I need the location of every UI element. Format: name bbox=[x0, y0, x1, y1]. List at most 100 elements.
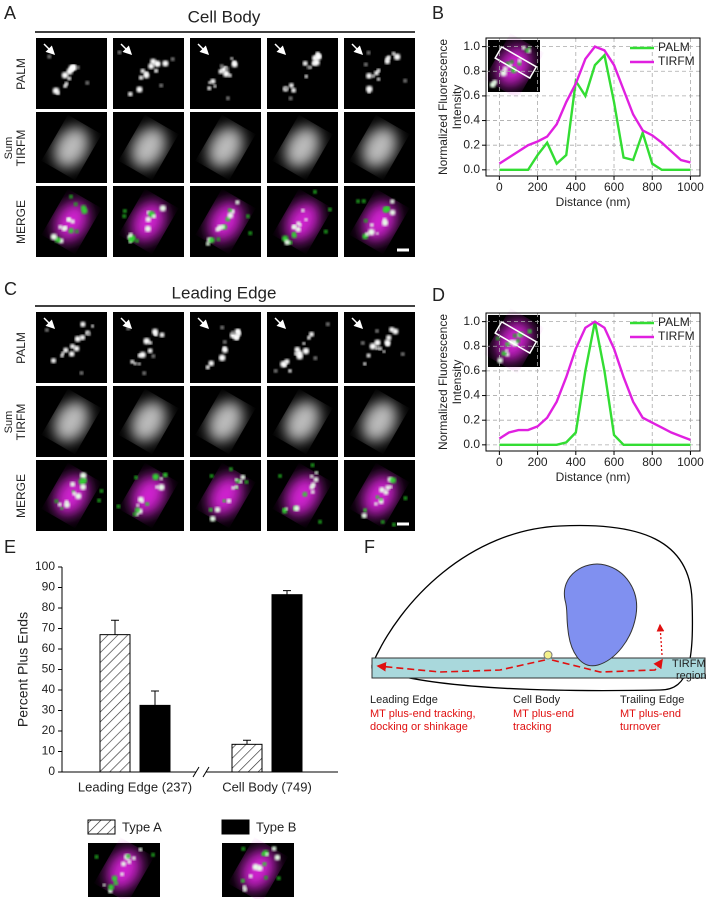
spot bbox=[310, 489, 315, 494]
axis-break bbox=[192, 766, 210, 778]
spot bbox=[68, 194, 73, 199]
y-tick-label: 0.4 bbox=[463, 388, 480, 402]
spot bbox=[151, 354, 156, 359]
spot bbox=[222, 499, 227, 503]
legend-label: TIRFM bbox=[658, 54, 695, 68]
micrograph bbox=[113, 112, 184, 183]
spot bbox=[231, 485, 236, 490]
legend-label: Type B bbox=[256, 819, 296, 834]
arrow bbox=[43, 317, 56, 330]
spot bbox=[230, 57, 234, 61]
spot bbox=[75, 65, 80, 70]
spot bbox=[219, 64, 224, 69]
spot bbox=[162, 472, 168, 478]
spot bbox=[360, 340, 365, 345]
micrograph bbox=[190, 386, 261, 457]
spot bbox=[383, 489, 389, 496]
image-bg bbox=[344, 38, 415, 109]
micrograph bbox=[113, 186, 184, 257]
x-tick-label: 800 bbox=[642, 180, 662, 194]
spot bbox=[302, 491, 308, 497]
region-title: Cell Body bbox=[513, 694, 561, 706]
spot bbox=[75, 492, 82, 500]
spot bbox=[314, 470, 319, 475]
legend-label: Type A bbox=[122, 819, 162, 834]
micrograph bbox=[190, 312, 261, 383]
legend-label: PALM bbox=[658, 315, 690, 329]
spot bbox=[295, 226, 302, 233]
y-tick-label: 1.0 bbox=[463, 314, 480, 328]
arrow bbox=[274, 317, 287, 330]
spot bbox=[391, 51, 396, 56]
x-tick-label: 0 bbox=[496, 180, 503, 194]
y-tick-label: 20 bbox=[42, 723, 56, 737]
spot bbox=[225, 96, 230, 101]
micrograph bbox=[190, 112, 261, 183]
y-tick-label: 0.2 bbox=[463, 137, 480, 151]
spot bbox=[386, 55, 391, 60]
spot bbox=[293, 505, 300, 512]
micrograph bbox=[113, 386, 184, 457]
spot bbox=[265, 852, 269, 857]
spot bbox=[288, 369, 292, 373]
micrograph bbox=[36, 460, 107, 531]
spot bbox=[376, 77, 381, 81]
spot bbox=[113, 880, 119, 886]
region-title: Trailing Edge bbox=[620, 694, 684, 706]
spot bbox=[495, 336, 500, 341]
spot bbox=[139, 351, 146, 359]
spot bbox=[309, 474, 314, 479]
spot bbox=[288, 82, 294, 89]
y-tick-label: 0.8 bbox=[463, 338, 480, 352]
spot bbox=[209, 515, 216, 522]
spot bbox=[116, 504, 121, 509]
panel-label: B bbox=[432, 3, 444, 23]
micrograph bbox=[36, 112, 107, 183]
spot bbox=[153, 331, 157, 336]
spot bbox=[80, 321, 86, 328]
spot bbox=[47, 54, 52, 59]
spot bbox=[134, 507, 140, 513]
spot bbox=[380, 519, 385, 524]
spot bbox=[308, 331, 315, 337]
y-tick-label: 60 bbox=[42, 641, 56, 655]
spot bbox=[90, 324, 95, 328]
spot bbox=[313, 476, 319, 483]
spot bbox=[296, 352, 304, 360]
spot bbox=[142, 371, 147, 376]
roi-box bbox=[494, 320, 538, 355]
spot bbox=[63, 347, 69, 353]
spot bbox=[50, 357, 57, 364]
spot bbox=[393, 53, 401, 61]
error-bar bbox=[283, 590, 291, 595]
x-tick-label: Leading Edge (237) bbox=[78, 779, 192, 794]
spot bbox=[69, 343, 76, 349]
spot bbox=[240, 878, 245, 883]
spot bbox=[280, 360, 287, 368]
spot bbox=[492, 79, 498, 85]
spot bbox=[70, 219, 75, 224]
spot bbox=[133, 361, 137, 366]
spot bbox=[148, 63, 155, 70]
spot bbox=[276, 876, 281, 881]
spot bbox=[291, 87, 297, 93]
spot bbox=[315, 51, 320, 56]
spot bbox=[371, 74, 376, 78]
spot bbox=[145, 216, 152, 223]
region-label: region bbox=[676, 670, 707, 682]
spot bbox=[159, 332, 165, 338]
y-tick-label: 10 bbox=[42, 744, 56, 758]
x-tick-label: 600 bbox=[604, 455, 624, 469]
spot bbox=[215, 227, 221, 232]
micrograph bbox=[36, 186, 107, 257]
spot bbox=[128, 236, 134, 242]
error-bar bbox=[243, 739, 251, 745]
spot bbox=[311, 61, 317, 66]
micrograph bbox=[344, 112, 415, 183]
legend-label: TIRFM bbox=[658, 329, 695, 343]
spot bbox=[497, 357, 504, 364]
y-tick-label: 1.0 bbox=[463, 39, 480, 53]
y-axis-label: Intensity bbox=[450, 85, 464, 130]
spot bbox=[244, 480, 249, 485]
micrograph bbox=[267, 112, 338, 183]
